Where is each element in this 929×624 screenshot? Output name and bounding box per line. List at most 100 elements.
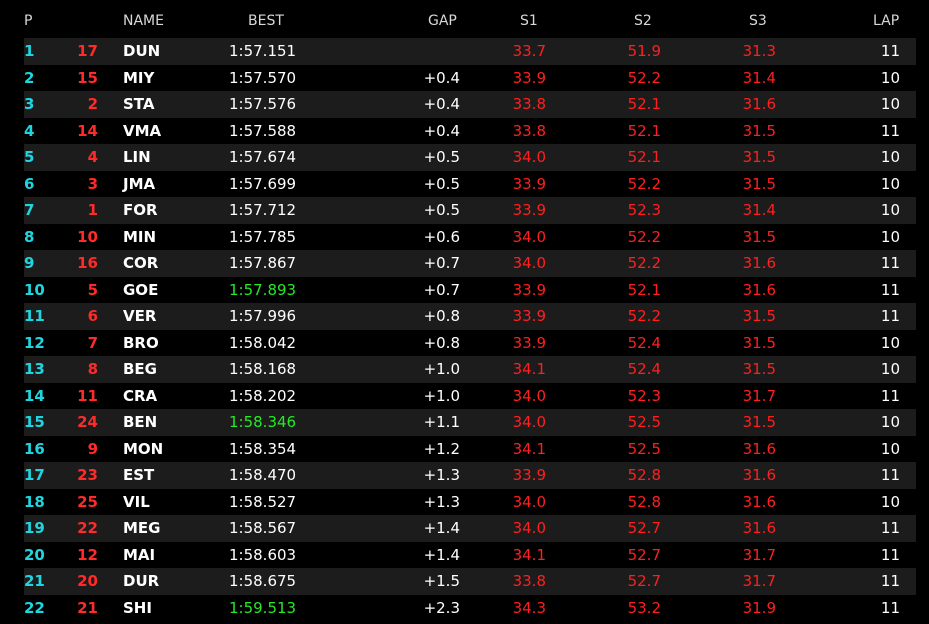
lap-count-cell: 11 (880, 42, 900, 60)
best-lap-cell: 1:58.675 (229, 572, 297, 590)
position-cell: 16 (24, 439, 45, 458)
driver-name-cell: VMA (123, 121, 162, 140)
sector3-cell: 31.6 (742, 280, 776, 299)
sector1-cell: 34.0 (512, 386, 546, 405)
driver-name-cell: VIL (123, 492, 150, 511)
table-row: 7 1 FOR 1:57.712 +0.5 33.9 52.3 31.4 10 (24, 197, 916, 224)
position-cell: 20 (24, 545, 45, 564)
gap-cell: +1.4 (423, 519, 460, 537)
gap-cell: +1.4 (423, 545, 460, 564)
position-cell: 7 (24, 201, 35, 219)
sector1-cell: 33.9 (512, 280, 546, 299)
lap-count-cell: 11 (880, 121, 900, 140)
car-number-cell: 3 (87, 174, 98, 193)
lap-count-cell: 10 (880, 439, 900, 458)
sector3-cell: 31.3 (742, 42, 776, 60)
car-number-cell: 16 (77, 254, 98, 272)
sector2-cell: 52.2 (627, 174, 661, 193)
gap-cell: +1.5 (423, 572, 460, 590)
best-lap-cell: 1:58.603 (229, 545, 297, 564)
car-number-cell: 17 (77, 42, 98, 60)
driver-name-cell: EST (123, 466, 155, 484)
lap-count-cell: 11 (880, 572, 900, 590)
sector2-cell: 52.2 (627, 227, 661, 246)
best-lap-cell: 1:57.893 (229, 280, 297, 299)
timing-rows: 1 17 DUN 1:57.151 33.7 51.9 31.3 11 2 15… (24, 38, 916, 621)
car-number-cell: 4 (87, 148, 98, 166)
sector3-cell: 31.5 (742, 307, 776, 325)
best-lap-cell: 1:57.699 (229, 174, 297, 193)
header-gap: GAP (428, 13, 457, 29)
position-cell: 17 (24, 466, 45, 484)
car-number-cell: 8 (87, 360, 98, 378)
table-row: 20 12 MAI 1:58.603 +1.4 34.1 52.7 31.7 1… (24, 541, 916, 568)
sector1-cell: 33.8 (512, 95, 546, 113)
gap-cell: +0.4 (423, 95, 460, 113)
sector2-cell: 52.7 (627, 519, 661, 537)
sector1-cell: 34.0 (512, 227, 546, 246)
car-number-cell: 12 (77, 545, 98, 564)
position-cell: 14 (24, 386, 45, 405)
best-lap-cell: 1:57.674 (229, 148, 297, 166)
position-cell: 6 (24, 174, 35, 193)
header-s2: S2 (634, 13, 652, 29)
table-row: 14 11 CRA 1:58.202 +1.0 34.0 52.3 31.7 1… (24, 382, 916, 409)
gap-cell: +2.3 (423, 598, 460, 617)
lap-count-cell: 10 (880, 227, 900, 246)
table-row: 3 2 STA 1:57.576 +0.4 33.8 52.1 31.6 10 (24, 91, 916, 118)
sector3-cell: 31.5 (742, 227, 776, 246)
lap-count-cell: 10 (880, 333, 900, 352)
driver-name-cell: MEG (123, 519, 161, 537)
position-cell: 8 (24, 227, 35, 246)
lap-count-cell: 11 (880, 598, 900, 617)
lap-count-cell: 10 (880, 68, 900, 87)
driver-name-cell: BEG (123, 360, 157, 378)
position-cell: 15 (24, 413, 45, 431)
gap-cell: +1.0 (423, 360, 460, 378)
sector3-cell: 31.9 (742, 598, 776, 617)
sector3-cell: 31.6 (742, 519, 776, 537)
best-lap-cell: 1:58.346 (229, 413, 297, 431)
table-row: 5 4 LIN 1:57.674 +0.5 34.0 52.1 31.5 10 (24, 144, 916, 171)
lap-count-cell: 10 (880, 148, 900, 166)
sector2-cell: 52.3 (627, 201, 661, 219)
position-cell: 10 (24, 280, 45, 299)
sector1-cell: 34.1 (512, 545, 546, 564)
lap-count-cell: 10 (880, 201, 900, 219)
sector3-cell: 31.5 (742, 121, 776, 140)
table-row: 11 6 VER 1:57.996 +0.8 33.9 52.2 31.5 11 (24, 303, 916, 330)
sector2-cell: 52.8 (627, 492, 661, 511)
position-cell: 1 (24, 42, 35, 60)
gap-cell: +1.3 (423, 492, 460, 511)
sector2-cell: 52.2 (627, 254, 661, 272)
table-row: 18 25 VIL 1:58.527 +1.3 34.0 52.8 31.6 1… (24, 488, 916, 515)
sector2-cell: 52.5 (627, 413, 661, 431)
lap-count-cell: 10 (880, 492, 900, 511)
position-cell: 18 (24, 492, 45, 511)
lap-count-cell: 11 (880, 280, 900, 299)
sector1-cell: 33.9 (512, 174, 546, 193)
gap-cell: +1.2 (423, 439, 460, 458)
driver-name-cell: FOR (123, 201, 158, 219)
position-cell: 2 (24, 68, 35, 87)
header-s3: S3 (749, 13, 767, 29)
sector1-cell: 34.0 (512, 148, 546, 166)
sector1-cell: 33.9 (512, 201, 546, 219)
lap-count-cell: 11 (880, 386, 900, 405)
sector1-cell: 33.8 (512, 121, 546, 140)
gap-cell: +0.4 (423, 121, 460, 140)
header-best: BEST (248, 13, 284, 29)
best-lap-cell: 1:57.588 (229, 121, 297, 140)
best-lap-cell: 1:57.576 (229, 95, 297, 113)
car-number-cell: 24 (77, 413, 98, 431)
car-number-cell: 20 (77, 572, 98, 590)
lap-count-cell: 10 (880, 95, 900, 113)
sector3-cell: 31.5 (742, 360, 776, 378)
sector2-cell: 52.3 (627, 386, 661, 405)
car-number-cell: 5 (87, 280, 98, 299)
sector1-cell: 33.8 (512, 572, 546, 590)
sector2-cell: 53.2 (627, 598, 661, 617)
driver-name-cell: MON (123, 439, 164, 458)
driver-name-cell: BRO (123, 333, 159, 352)
